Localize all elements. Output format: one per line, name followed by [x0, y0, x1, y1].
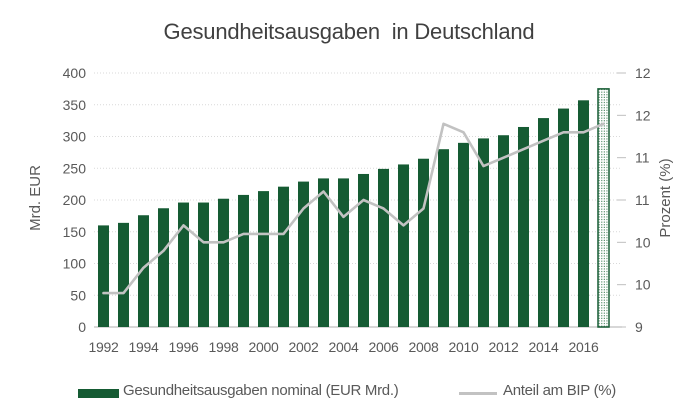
bip-share-line: [102, 122, 605, 295]
right-axis-tick-1: 12: [635, 107, 651, 123]
right-axis-tick-6: 9: [635, 319, 643, 335]
bar-1992: [98, 225, 109, 327]
x-axis-tick-2000: 2000: [249, 339, 279, 355]
bar-2013: [518, 126, 529, 327]
left-axis-tick-350: 350: [63, 97, 87, 113]
bar-1999: [238, 194, 249, 327]
legend-line-label: Anteil am BIP (%): [503, 382, 616, 399]
x-axis-tick-1996: 1996: [169, 339, 199, 355]
chart-title: Gesundheitsausgaben in Deutschland: [163, 19, 535, 44]
bar-2011: [478, 138, 489, 327]
x-axis-tick-2008: 2008: [409, 339, 439, 355]
x-axis-tick-2010: 2010: [449, 339, 479, 355]
left-axis-tick-50: 50: [70, 287, 86, 303]
bar-2006: [378, 168, 389, 327]
x-axis-tick-1994: 1994: [129, 339, 159, 355]
left-axis-tick-250: 250: [63, 160, 87, 176]
bar-2005: [358, 173, 369, 327]
bar-2017: [597, 88, 610, 328]
bar-2004: [338, 178, 349, 327]
left-axis-tick-150: 150: [63, 224, 87, 240]
left-axis-tick-100: 100: [63, 256, 87, 272]
right-axis-tick-4: 10: [635, 234, 651, 250]
bar-1994: [138, 215, 149, 327]
x-axis-tick-2006: 2006: [369, 339, 399, 355]
x-axis-tick-1992: 1992: [89, 339, 119, 355]
left-axis-tick-300: 300: [63, 129, 87, 145]
x-axis-tick-2012: 2012: [489, 339, 519, 355]
legend-line-swatch: [459, 392, 497, 395]
legend-bar-label: Gesundheitsausgaben nominal (EUR Mrd.): [123, 382, 399, 399]
bar-2010: [458, 142, 469, 327]
bar-2007: [398, 164, 409, 327]
legend-bar-swatch: [78, 389, 119, 398]
bar-2003: [318, 178, 329, 327]
left-axis-tick-400: 400: [63, 65, 87, 81]
bar-1995: [158, 208, 169, 327]
right-axis-tick-2: 11: [635, 150, 650, 166]
right-axis-tick-3: 11: [635, 192, 650, 208]
x-axis-tick-2004: 2004: [329, 339, 359, 355]
bar-1997: [198, 202, 209, 327]
right-axis-tick-0: 12: [635, 65, 651, 81]
left-axis-tick-200: 200: [63, 192, 87, 208]
bar-2014: [538, 118, 549, 328]
bar-2015: [558, 108, 569, 327]
bar-2001: [278, 186, 289, 327]
bar-2016: [578, 100, 589, 328]
left-axis-tick-0: 0: [78, 319, 86, 335]
x-axis-tick-2014: 2014: [529, 339, 559, 355]
bar-2009: [438, 149, 449, 327]
x-axis-tick-1998: 1998: [209, 339, 239, 355]
chart-legend: Gesundheitsausgaben nominal (EUR Mrd.) A…: [0, 381, 698, 407]
bar-2012: [498, 135, 509, 327]
bar-1998: [218, 198, 229, 327]
x-axis-tick-2002: 2002: [289, 339, 319, 355]
right-axis-tick-5: 10: [635, 277, 651, 293]
x-axis-tick-2016: 2016: [569, 339, 599, 355]
bar-2002: [298, 181, 309, 327]
bar-2000: [258, 191, 269, 327]
bar-1993: [118, 222, 129, 327]
bar-2008: [418, 158, 429, 327]
bar-1996: [178, 202, 189, 327]
